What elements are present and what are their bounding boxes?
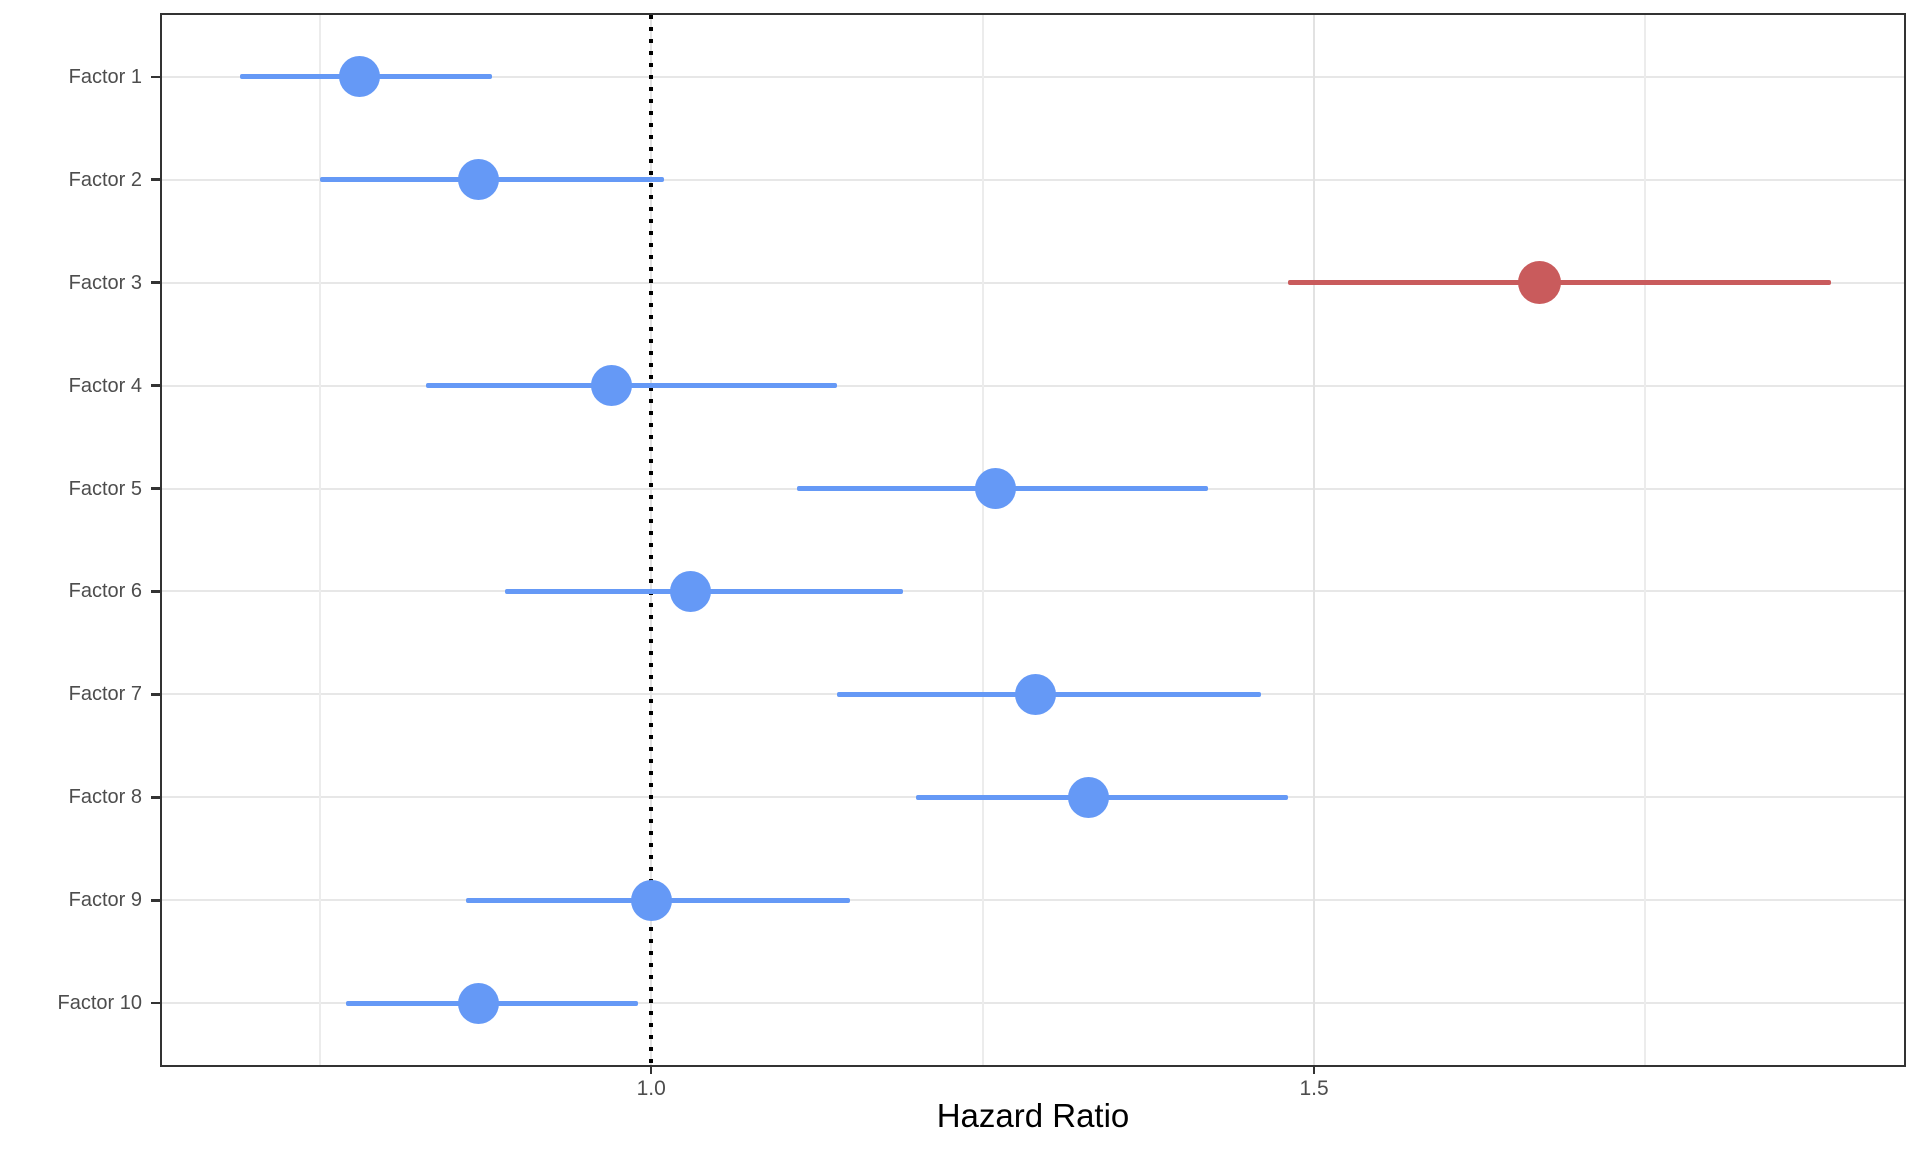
y-axis-label: Factor 3: [68, 271, 142, 294]
row-gridline: [162, 178, 1904, 181]
x-gridline-minor: [981, 15, 984, 1065]
x-tick-label: 1.5: [1299, 1077, 1329, 1100]
x-tick: [1312, 1065, 1316, 1074]
y-tick: [151, 899, 160, 902]
y-tick: [151, 178, 160, 181]
y-tick: [151, 384, 160, 387]
y-tick: [151, 590, 160, 593]
y-axis-label: Factor 2: [68, 168, 142, 191]
point-estimate: [458, 982, 500, 1024]
point-estimate: [1068, 776, 1110, 818]
point-estimate: [1517, 261, 1561, 305]
y-axis-label: Factor 8: [68, 786, 142, 809]
y-axis-label: Factor 1: [68, 65, 142, 88]
y-axis-label: Factor 9: [68, 889, 142, 912]
y-axis-label: Factor 7: [68, 683, 142, 706]
y-axis-label: Factor 6: [68, 580, 142, 603]
point-estimate: [339, 56, 381, 98]
y-tick: [151, 487, 160, 490]
y-tick: [151, 281, 160, 284]
y-axis-label: Factor 10: [57, 992, 142, 1015]
row-gridline: [162, 75, 1904, 78]
y-tick: [151, 796, 160, 799]
row-gridline: [162, 590, 1904, 593]
row-gridline: [162, 899, 1904, 902]
y-axis-label: Factor 5: [68, 477, 142, 500]
point-estimate: [630, 879, 672, 921]
row-gridline: [162, 384, 1904, 387]
point-estimate: [590, 365, 632, 407]
y-tick: [151, 693, 160, 696]
point-estimate: [458, 159, 500, 201]
x-gridline-minor: [1644, 15, 1647, 1065]
x-tick-label: 1.0: [636, 1077, 666, 1100]
x-gridline-major: [1313, 15, 1316, 1065]
y-tick: [151, 1001, 160, 1005]
point-estimate: [975, 468, 1017, 510]
y-tick: [151, 75, 160, 78]
y-axis-label: Factor 4: [68, 374, 142, 397]
x-tick: [649, 1065, 653, 1074]
row-gridline: [162, 1002, 1904, 1005]
x-axis-title: Hazard Ratio: [936, 1097, 1130, 1134]
point-estimate: [1015, 673, 1057, 715]
point-estimate: [670, 570, 712, 612]
row-gridline: [162, 281, 1904, 284]
reference-line: [649, 15, 654, 1065]
x-gridline-minor: [318, 15, 321, 1065]
